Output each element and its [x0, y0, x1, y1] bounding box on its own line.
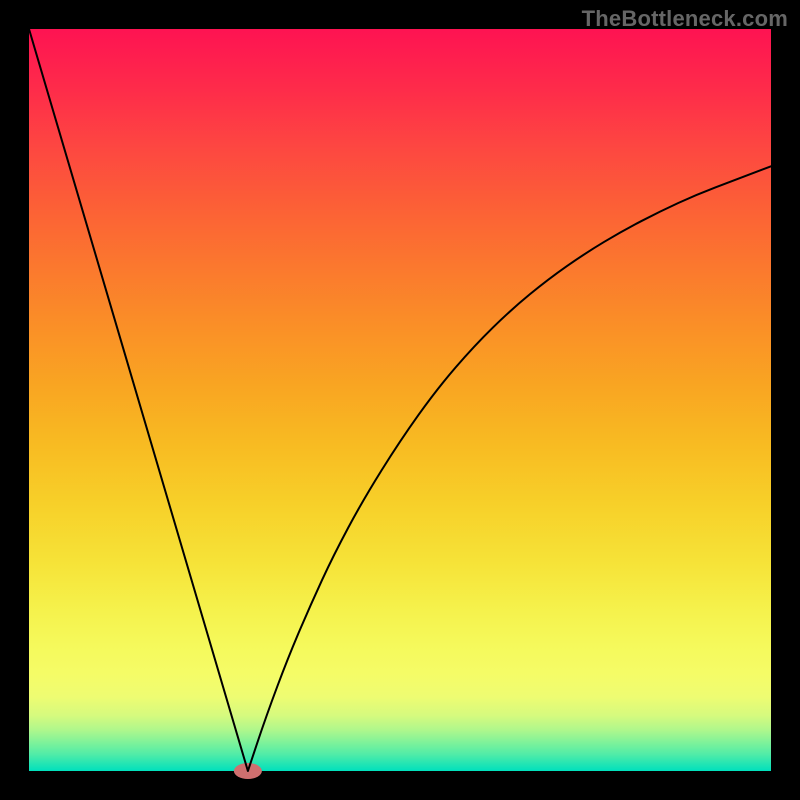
chart-stage: TheBottleneck.com: [0, 0, 800, 800]
watermark-text: TheBottleneck.com: [582, 6, 788, 32]
gradient-plot-background: [29, 29, 771, 771]
bottleneck-chart: [0, 0, 800, 800]
